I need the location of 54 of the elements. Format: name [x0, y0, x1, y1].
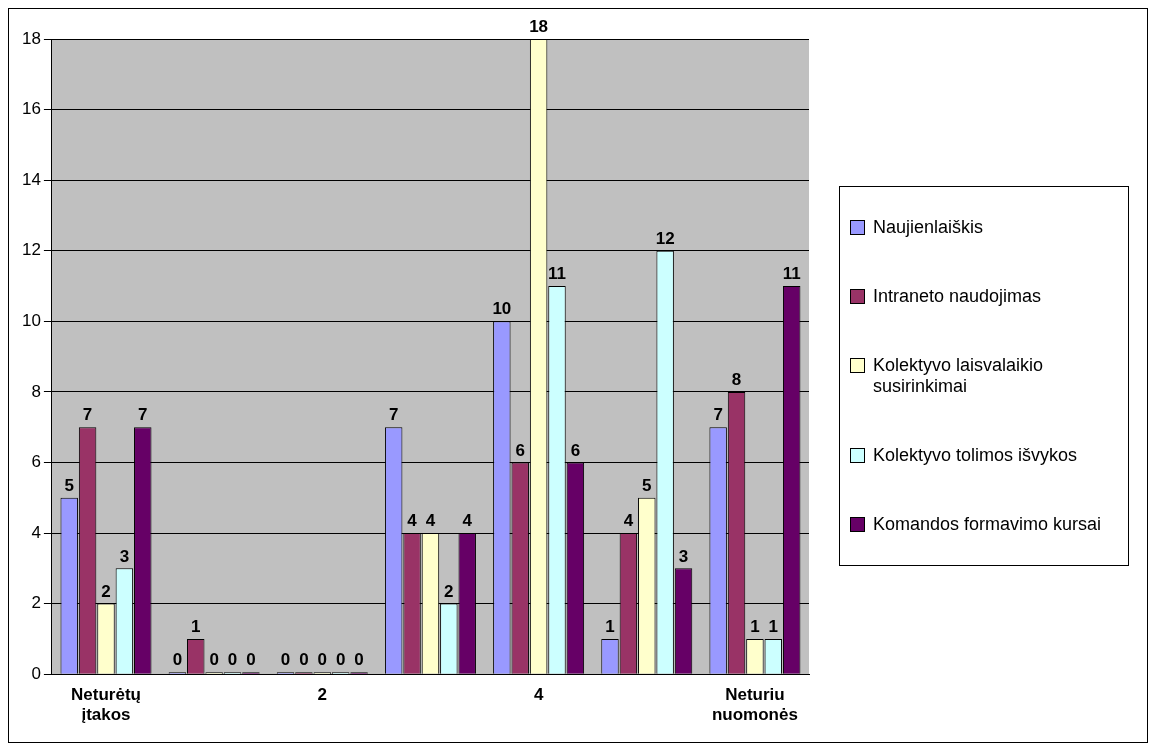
y-tick-label: 10 — [21, 311, 41, 330]
y-tick-label: 18 — [21, 28, 41, 48]
data-label: 4 — [623, 511, 634, 531]
data-label: 1 — [750, 617, 760, 637]
legend-label: Kolektyvo tolimos išvykos — [873, 444, 1078, 466]
x-tick-label: 2 — [317, 685, 328, 705]
y-tick-label: 2 — [31, 593, 41, 613]
data-label: 4 — [462, 511, 473, 531]
data-label: 3 — [119, 546, 130, 566]
y-tick-label: 4 — [31, 522, 41, 542]
legend-label: Kolektyvo laisvalaikio susirinkimai — [873, 354, 1045, 397]
data-label: 0 — [246, 650, 256, 670]
y-tick-label: 14 — [21, 169, 41, 189]
x-tick-label: 4 — [533, 685, 544, 705]
data-label: 1 — [605, 617, 615, 637]
data-label: 0 — [335, 650, 346, 670]
data-label: 1 — [191, 617, 201, 637]
y-tick-label: 8 — [31, 381, 41, 401]
y-tick-label: 16 — [21, 99, 41, 119]
data-label: 7 — [388, 405, 399, 425]
data-label: 7 — [713, 405, 723, 425]
data-label: 18 — [529, 17, 549, 37]
data-label: 2 — [444, 581, 454, 601]
data-label: 0 — [172, 650, 183, 670]
legend-label: Komandos formavimo kursai — [873, 513, 1102, 535]
data-label: 0 — [280, 650, 291, 670]
data-label: 2 — [101, 581, 111, 601]
data-label: 8 — [731, 370, 742, 390]
data-label: 7 — [82, 405, 93, 425]
y-tick-label: 0 — [31, 663, 41, 683]
legend-label: Intraneto naudojimas — [873, 285, 1042, 307]
data-label: 11 — [782, 264, 801, 284]
legend-label: Naujienlaiškis — [873, 216, 984, 238]
data-label: 0 — [227, 650, 238, 670]
data-label: 0 — [354, 650, 364, 670]
data-label: 10 — [492, 299, 512, 319]
data-label: 7 — [138, 405, 148, 425]
x-tick-label: Neturėtų įtakos — [71, 685, 141, 725]
data-label: 1 — [768, 617, 779, 637]
data-label: 0 — [209, 650, 219, 670]
data-label: 6 — [570, 440, 581, 460]
data-label: 5 — [64, 475, 74, 495]
data-label: 4 — [425, 511, 436, 531]
x-tick-label: Neturiu nuomonės — [711, 685, 798, 725]
data-label: 6 — [515, 440, 525, 460]
data-label: 3 — [678, 546, 689, 566]
data-label: 4 — [407, 511, 418, 531]
data-label: 5 — [642, 475, 652, 495]
y-tick-label: 6 — [31, 452, 41, 472]
data-label: 0 — [317, 650, 328, 670]
y-tick-label: 12 — [21, 240, 41, 260]
data-label: 11 — [548, 264, 566, 284]
data-label: 0 — [299, 650, 309, 670]
data-label: 12 — [655, 228, 675, 248]
